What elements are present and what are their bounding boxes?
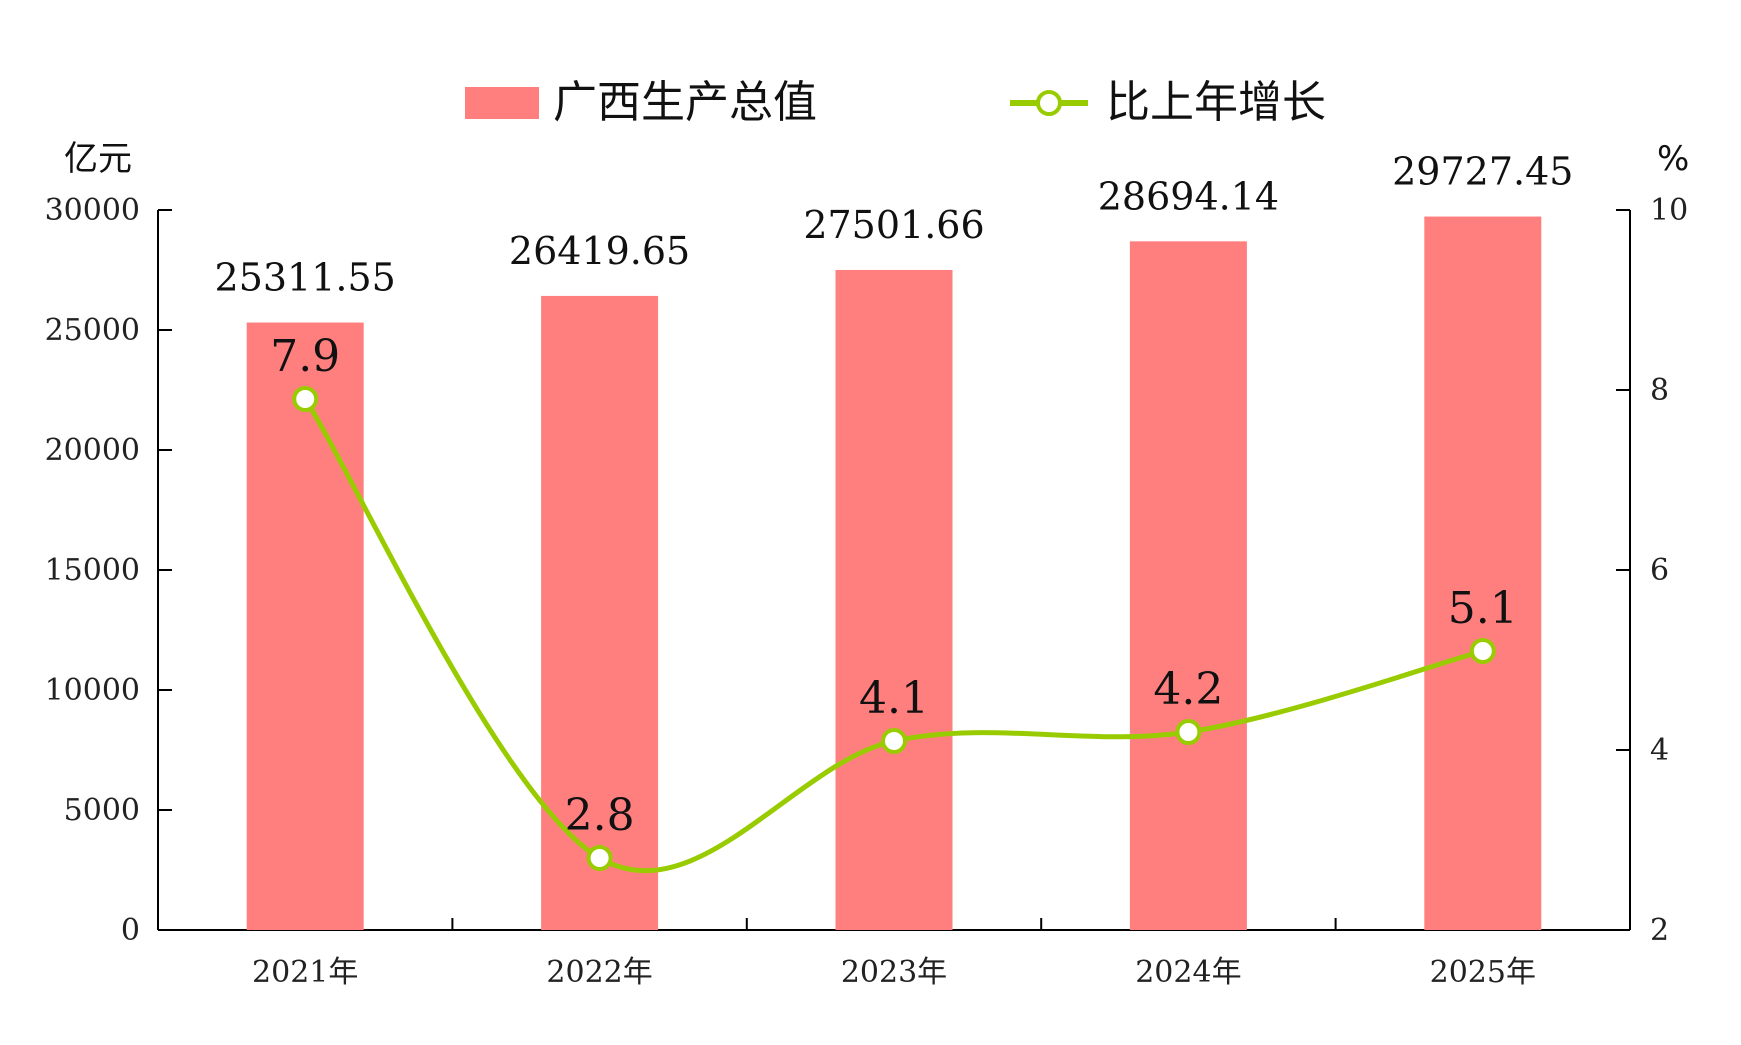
bars — [246, 216, 1542, 930]
growth-value-label: 4.1 — [859, 673, 929, 724]
y-right-tick-label: 4 — [1650, 733, 1669, 768]
y-left-tick-label: 0 — [121, 913, 140, 948]
bar-value-label: 29727.45 — [1392, 150, 1573, 194]
bar — [1424, 216, 1542, 930]
legend-label-line: 比上年增长 — [1106, 77, 1326, 128]
growth-line-layer — [292, 386, 1496, 874]
growth-value-label: 7.9 — [270, 331, 340, 382]
y-left-unit-label: 亿元 — [64, 139, 132, 179]
growth-value-label: 5.1 — [1448, 583, 1518, 634]
growth-point — [292, 386, 319, 412]
bar — [1129, 241, 1247, 930]
y-right-tick-label: 10 — [1650, 193, 1688, 228]
y-left-tick-label: 15000 — [45, 553, 140, 588]
bar — [835, 269, 953, 930]
growth-point — [1175, 719, 1202, 745]
y-right-unit-label: % — [1657, 139, 1689, 179]
bar-value-label: 26419.65 — [509, 229, 690, 273]
growth-line — [303, 397, 1484, 874]
growth-point — [881, 728, 907, 754]
y-left-tick-label: 20000 — [45, 433, 140, 468]
x-tick-label: 2025年 — [1430, 955, 1536, 990]
y-right-tick-label: 8 — [1650, 373, 1669, 408]
legend: 广西生产总值 比上年增长 — [465, 77, 1326, 128]
x-tick-label: 2021年 — [252, 955, 358, 990]
bar-value-label: 28694.14 — [1098, 174, 1279, 218]
growth-value-label: 2.8 — [565, 790, 635, 841]
y-right-tick-label: 6 — [1650, 553, 1669, 588]
y-right-tick-label: 2 — [1650, 913, 1669, 948]
growth-value-label: 4.2 — [1153, 664, 1223, 715]
y-left-tick-label: 10000 — [45, 673, 140, 708]
y-left-tick-label: 30000 — [45, 193, 140, 228]
legend-label-bar: 广西生产总值 — [553, 77, 817, 128]
legend-swatch-bar — [465, 87, 539, 119]
growth-point — [1469, 638, 1496, 664]
growth-point — [586, 845, 613, 871]
x-tick-label: 2024年 — [1135, 955, 1241, 990]
y-left-tick-label: 25000 — [45, 313, 140, 348]
data-labels: 25311.55 26419.65 27501.66 28694.14 29727.45… — [215, 150, 1574, 841]
bar-value-label: 25311.55 — [215, 256, 396, 300]
y-left-tick-label: 5000 — [64, 793, 140, 828]
x-tick-label: 2022年 — [546, 955, 652, 990]
legend-swatch-marker — [1036, 90, 1062, 116]
bar — [246, 322, 364, 930]
bar-value-label: 27501.66 — [803, 203, 984, 247]
x-tick-label: 2023年 — [841, 955, 947, 990]
